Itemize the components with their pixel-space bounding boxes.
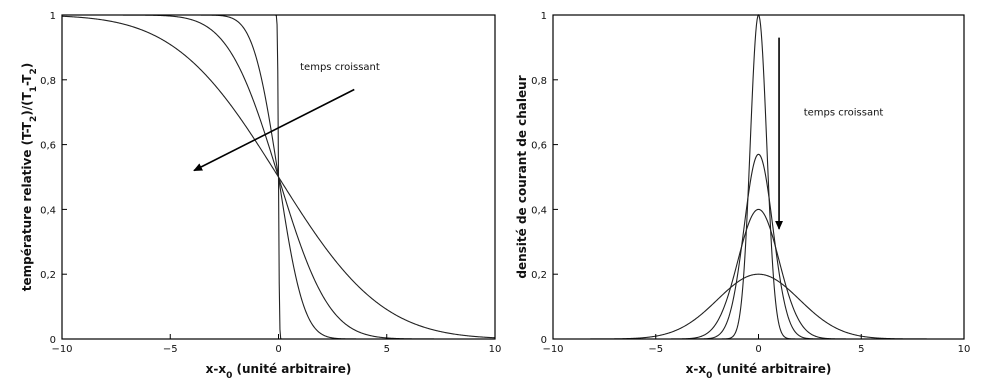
temperature-y-axis-label: température relative (T-T2)/(T1-T2) [20, 63, 39, 291]
temperature-time-arrow [193, 88, 355, 172]
temperature-curves [61, 14, 496, 340]
temperature-ticks: −10 −5 0 5 10 0 0,2 0,4 0,6 0,8 1 [40, 11, 501, 355]
temperature-y-tick-label: 1 [50, 11, 56, 22]
heat-flux-ticks: −10 −5 0 5 10 0 0,2 0,4 0,6 0,8 1 [531, 11, 970, 355]
temperature-y-tick-label: 0,4 [40, 205, 56, 216]
heat-flux-x-axis-label: x-x0 (unité arbitraire) [686, 362, 832, 381]
temperature-x-tick-label: −10 [51, 344, 72, 355]
heat-flux-curve-4 [553, 273, 964, 340]
heat-flux-y-tick-label: 0 [541, 335, 547, 346]
heat-flux-y-tick-label: 0,2 [531, 270, 547, 281]
heat-flux-y-tick-label: 0,6 [531, 141, 547, 152]
temperature-y-tick-label: 0,2 [40, 270, 56, 281]
heat-flux-curve-2 [553, 153, 964, 340]
temperature-annotation: temps croissant [300, 62, 380, 73]
temperature-y-tick-label: 0,6 [40, 141, 56, 152]
heat-flux-x-tick-label: 10 [958, 344, 971, 355]
heat-flux-x-tick-label: 5 [858, 344, 864, 355]
heat-flux-y-tick-label: 1 [541, 11, 547, 22]
heat-flux-y-tick-label: 0,4 [531, 205, 547, 216]
heat-flux-curves [553, 13, 964, 340]
temperature-y-tick-label: 0,8 [40, 76, 56, 87]
heat-flux-x-tick-label: 0 [755, 344, 761, 355]
heat-flux-plot-frame [552, 14, 965, 340]
heat-flux-curve-1 [553, 13, 964, 340]
temperature-x-tick-label: 0 [275, 344, 281, 355]
heat-flux-y-tick-label: 0,8 [531, 76, 547, 87]
heat-flux-y-axis-label: densité de courant de chaleur [515, 75, 529, 278]
temperature-curve-4 [61, 15, 496, 339]
heat-flux-annotation: temps croissant [804, 107, 884, 118]
temperature-x-tick-label: 10 [489, 344, 502, 355]
temperature-x-tick-label: 5 [384, 344, 390, 355]
temperature-x-tick-label: −5 [163, 344, 178, 355]
temperature-plot-frame [61, 14, 496, 340]
heat-flux-x-tick-label: −10 [542, 344, 563, 355]
temperature-x-axis-label: x-x0 (unité arbitraire) [206, 362, 352, 381]
heat-flux-x-tick-label: −5 [648, 344, 663, 355]
temperature-y-tick-label: 0 [50, 335, 56, 346]
